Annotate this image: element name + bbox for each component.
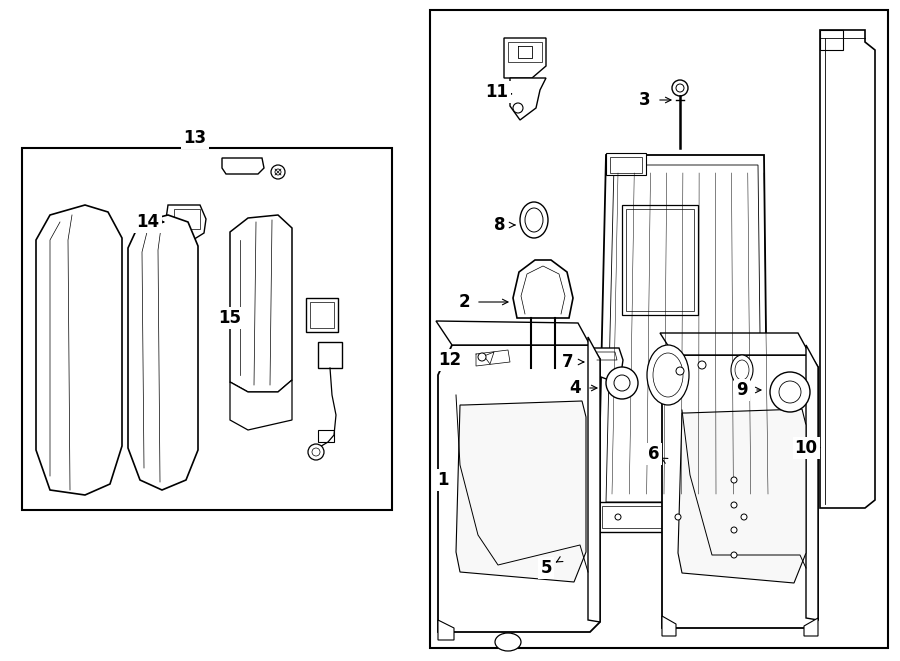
Circle shape bbox=[676, 367, 684, 375]
Polygon shape bbox=[610, 157, 642, 173]
Polygon shape bbox=[430, 10, 888, 648]
Circle shape bbox=[312, 448, 320, 456]
Polygon shape bbox=[598, 155, 768, 512]
Text: 8: 8 bbox=[494, 216, 506, 234]
Polygon shape bbox=[678, 409, 806, 583]
Circle shape bbox=[615, 514, 621, 520]
Ellipse shape bbox=[520, 202, 548, 238]
Polygon shape bbox=[508, 42, 542, 62]
Polygon shape bbox=[662, 355, 818, 628]
Circle shape bbox=[741, 514, 747, 520]
Circle shape bbox=[478, 353, 486, 361]
Text: 1: 1 bbox=[437, 471, 449, 489]
Polygon shape bbox=[820, 30, 875, 508]
Polygon shape bbox=[318, 342, 342, 368]
Circle shape bbox=[770, 372, 810, 412]
Polygon shape bbox=[622, 205, 698, 315]
Polygon shape bbox=[230, 380, 292, 430]
Polygon shape bbox=[466, 342, 518, 376]
Polygon shape bbox=[598, 502, 768, 532]
Polygon shape bbox=[438, 345, 600, 632]
Text: 6: 6 bbox=[648, 445, 660, 463]
Circle shape bbox=[675, 514, 681, 520]
Polygon shape bbox=[510, 78, 546, 120]
Polygon shape bbox=[804, 618, 818, 636]
Polygon shape bbox=[22, 148, 392, 510]
Polygon shape bbox=[456, 401, 586, 582]
Polygon shape bbox=[660, 333, 810, 355]
Polygon shape bbox=[504, 38, 546, 78]
Ellipse shape bbox=[731, 355, 753, 385]
Text: 11: 11 bbox=[485, 83, 508, 101]
Ellipse shape bbox=[647, 345, 689, 405]
Ellipse shape bbox=[735, 360, 749, 380]
Polygon shape bbox=[306, 298, 338, 332]
Circle shape bbox=[275, 169, 281, 175]
Circle shape bbox=[672, 80, 688, 96]
Circle shape bbox=[731, 527, 737, 533]
Polygon shape bbox=[230, 215, 292, 392]
Text: 4: 4 bbox=[569, 379, 580, 397]
Circle shape bbox=[606, 367, 638, 399]
Circle shape bbox=[454, 359, 462, 367]
Polygon shape bbox=[128, 215, 198, 490]
Ellipse shape bbox=[525, 208, 543, 232]
Text: 15: 15 bbox=[219, 309, 241, 327]
Text: 5: 5 bbox=[540, 559, 552, 577]
Polygon shape bbox=[222, 158, 264, 174]
Circle shape bbox=[731, 477, 737, 483]
Polygon shape bbox=[513, 260, 573, 318]
Polygon shape bbox=[606, 153, 646, 175]
Polygon shape bbox=[36, 205, 122, 495]
Polygon shape bbox=[662, 616, 676, 636]
Text: 9: 9 bbox=[736, 381, 748, 399]
Polygon shape bbox=[806, 345, 818, 620]
Polygon shape bbox=[588, 337, 600, 622]
Polygon shape bbox=[166, 205, 206, 243]
Polygon shape bbox=[438, 620, 454, 640]
Ellipse shape bbox=[495, 633, 521, 651]
Polygon shape bbox=[174, 209, 200, 229]
Polygon shape bbox=[606, 165, 762, 502]
Circle shape bbox=[731, 502, 737, 508]
Polygon shape bbox=[602, 506, 764, 528]
Text: 3: 3 bbox=[639, 91, 651, 109]
Text: 12: 12 bbox=[438, 351, 462, 369]
Polygon shape bbox=[318, 430, 334, 442]
Polygon shape bbox=[536, 206, 546, 216]
Circle shape bbox=[731, 552, 737, 558]
Text: 13: 13 bbox=[184, 129, 207, 147]
Circle shape bbox=[676, 84, 684, 92]
Polygon shape bbox=[589, 348, 623, 380]
Circle shape bbox=[513, 103, 523, 113]
Ellipse shape bbox=[653, 353, 683, 397]
Circle shape bbox=[698, 361, 706, 369]
Circle shape bbox=[308, 444, 324, 460]
Text: 14: 14 bbox=[137, 213, 159, 231]
Text: 2: 2 bbox=[458, 293, 470, 311]
Circle shape bbox=[614, 375, 630, 391]
Polygon shape bbox=[820, 30, 843, 50]
Polygon shape bbox=[436, 321, 590, 345]
Polygon shape bbox=[626, 209, 694, 311]
Circle shape bbox=[779, 381, 801, 403]
Circle shape bbox=[271, 165, 285, 179]
Polygon shape bbox=[310, 302, 334, 328]
Text: 7: 7 bbox=[562, 353, 574, 371]
Text: 10: 10 bbox=[795, 439, 817, 457]
